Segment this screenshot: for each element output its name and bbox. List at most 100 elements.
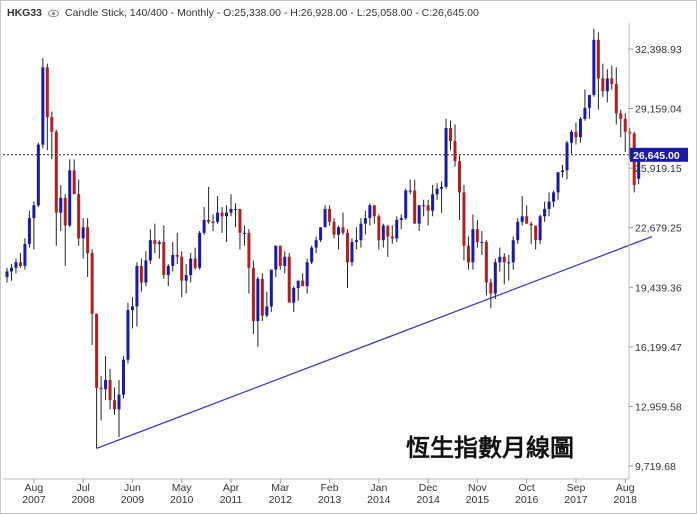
candle-body	[207, 219, 211, 222]
candle-body	[417, 205, 421, 224]
candle-body	[265, 306, 269, 316]
candle-body	[511, 240, 515, 263]
candle-body	[614, 83, 618, 114]
candle-body	[216, 212, 220, 222]
candle-body	[552, 192, 556, 202]
candle-body	[95, 313, 99, 388]
symbol-label: HKG33	[7, 7, 43, 19]
candle-body	[157, 242, 161, 244]
candle-body	[193, 258, 197, 268]
x-axis: Aug2007Jul2008Jun2009May2010Apr2011Mar20…	[3, 478, 637, 506]
x-tick-month: Jun	[124, 482, 141, 494]
x-tick-year: 2013	[318, 494, 342, 506]
candle-body	[484, 242, 488, 283]
candle-body	[274, 245, 278, 270]
candle-body	[292, 288, 296, 303]
candle-body	[457, 161, 461, 193]
candle-body	[449, 128, 453, 141]
candle-body	[99, 387, 103, 390]
candle-body	[574, 131, 578, 138]
last-price-label: 26,645.00	[633, 150, 680, 162]
candle-body	[5, 271, 9, 277]
chart-title: 恆生指數月線圖	[406, 434, 574, 462]
candle-body	[395, 219, 399, 239]
candle-body	[121, 359, 125, 395]
candle-body	[480, 242, 484, 244]
candle-body	[605, 78, 609, 92]
eye-icon[interactable]	[48, 8, 60, 19]
candle-body	[534, 225, 538, 241]
x-tick-month: Nov	[468, 482, 487, 494]
y-tick-label: 12,959.58	[635, 401, 682, 413]
candle-body	[637, 154, 641, 179]
y-tick-label: 22,679.25	[635, 223, 682, 235]
chart-description: Candle Stick, 140/400 - Monthly - O:25,3…	[65, 7, 479, 19]
candle-body	[68, 170, 72, 226]
candle-body	[171, 254, 175, 266]
x-tick-year: 2010	[170, 494, 194, 506]
candle-body	[18, 262, 22, 266]
candle-body	[269, 269, 273, 307]
candle-body	[54, 131, 58, 213]
y-tick-label: 16,199.47	[635, 342, 682, 354]
x-tick-month: Dec	[419, 482, 438, 494]
x-tick-year: 2014	[367, 494, 391, 506]
candle-body	[117, 394, 121, 410]
candle-body	[368, 205, 372, 219]
candle-body	[377, 216, 381, 241]
candle-body	[529, 223, 533, 226]
candle-body	[251, 267, 255, 322]
candle-body	[538, 216, 542, 241]
candle-body	[547, 201, 551, 209]
candle-body	[90, 253, 94, 314]
candle-body	[489, 282, 493, 294]
candle-body	[130, 306, 134, 311]
x-tick-year: 2017	[564, 494, 588, 506]
candle-body	[238, 208, 242, 233]
candle-body	[350, 242, 354, 263]
x-tick-year: 2016	[515, 494, 539, 506]
y-tick-label: 32,398.93	[635, 44, 682, 56]
candle-body	[23, 243, 27, 266]
candle-body	[296, 280, 300, 289]
candle-body	[225, 212, 229, 217]
candle-body	[162, 242, 166, 276]
candle-body	[363, 218, 367, 224]
candle-body	[247, 232, 251, 268]
candle-body	[426, 205, 430, 211]
candle-body	[36, 144, 40, 206]
chart-header: HKG33 Candle Stick, 140/400 - Monthly - …	[7, 5, 479, 21]
candle-body	[520, 216, 524, 222]
candle-body	[180, 256, 184, 281]
candle-body	[561, 170, 565, 173]
x-tick-year: 2008	[71, 494, 95, 506]
candle-body	[184, 275, 188, 281]
candle-body	[337, 227, 341, 235]
x-tick-year: 2015	[466, 494, 490, 506]
candle-body	[596, 39, 600, 79]
candle-body	[471, 229, 475, 263]
candle-body	[256, 278, 260, 322]
support-trendline	[96, 235, 653, 449]
x-tick-month: Jul	[76, 482, 89, 494]
candle-body	[610, 78, 614, 84]
candle-body	[502, 256, 506, 263]
x-tick-year: 2007	[22, 494, 46, 506]
candle-body	[359, 223, 363, 241]
candle-body	[462, 192, 466, 246]
candle-body	[435, 188, 439, 195]
y-tick-label: 25,919.15	[635, 163, 682, 175]
candle-body	[41, 67, 45, 145]
candle-body	[233, 208, 237, 210]
candle-body	[601, 78, 605, 92]
candle-body	[45, 67, 49, 118]
candle-body	[314, 240, 318, 248]
y-tick-label: 9,719.68	[635, 461, 676, 473]
candle-body	[278, 245, 282, 266]
candle-body	[14, 262, 18, 268]
candle-body	[628, 131, 632, 134]
candle-body	[466, 245, 470, 263]
candle-body	[153, 240, 157, 244]
last-price-badge	[630, 147, 688, 162]
